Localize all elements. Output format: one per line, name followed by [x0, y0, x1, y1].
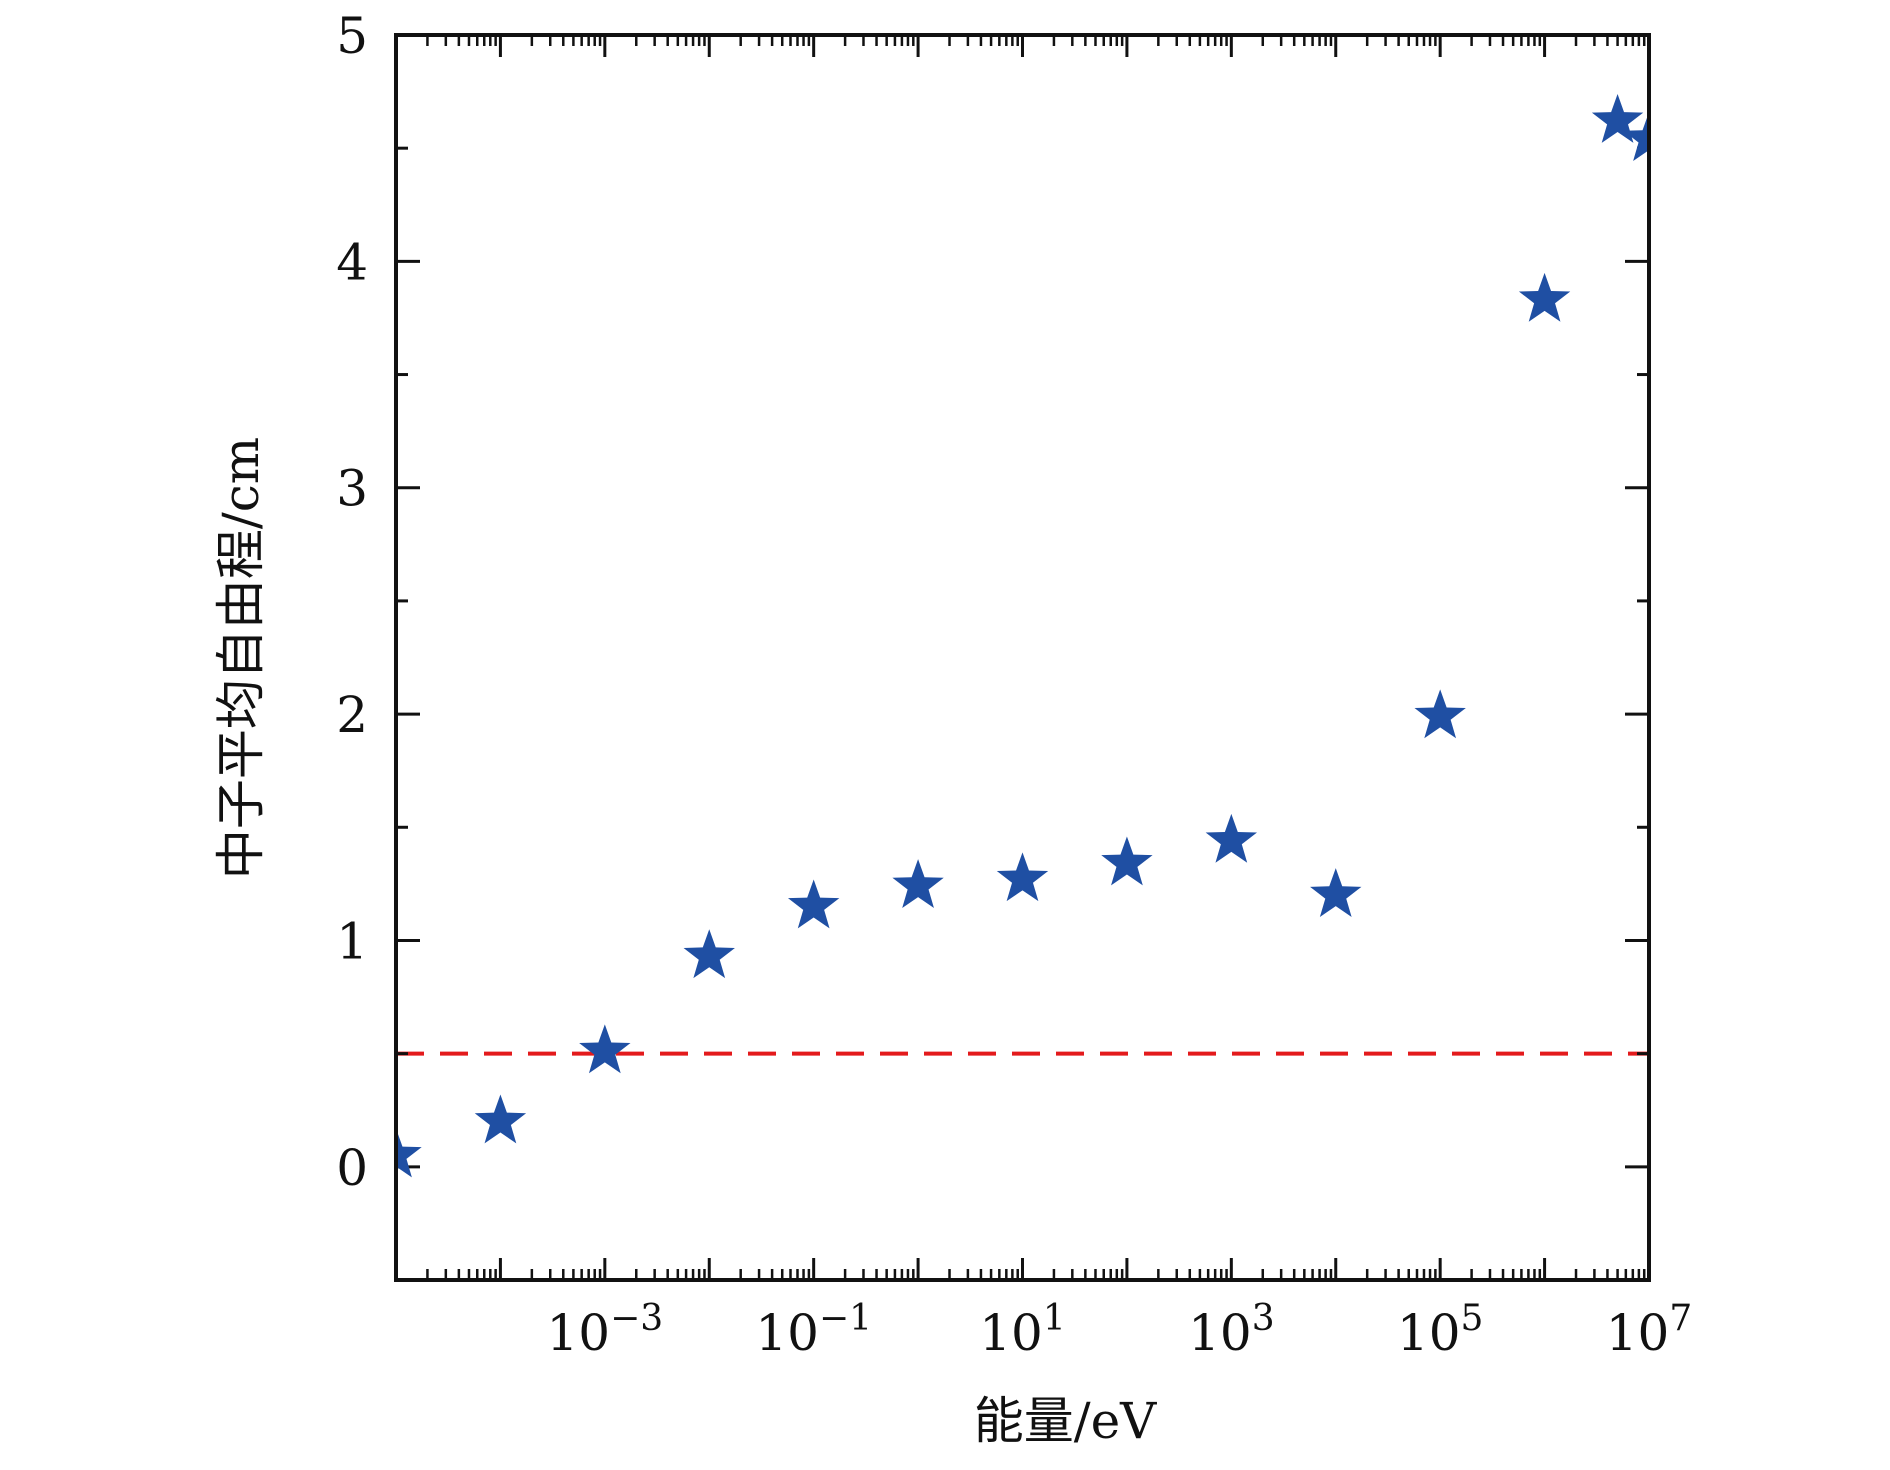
y-tick-label: 2: [336, 686, 368, 744]
data-point-star: [1518, 272, 1571, 322]
y-tick-label: 5: [336, 7, 368, 65]
data-point-star: [1101, 836, 1153, 886]
y-tick-label: 4: [336, 233, 368, 291]
plot-frame: [394, 33, 1651, 1282]
x-axis-title: 能量/eV: [974, 1392, 1157, 1450]
x-tick-label: 10−1: [755, 1298, 872, 1362]
y-axis-title: 中子平均自由程/cm: [212, 437, 270, 879]
data-point-star: [1205, 813, 1258, 863]
x-tick-label: 105: [1397, 1298, 1484, 1362]
x-tick-label: 10−3: [546, 1298, 663, 1362]
y-tick-label: 0: [336, 1139, 368, 1197]
x-tick-label: 107: [1606, 1298, 1693, 1362]
data-point-star: [1414, 689, 1466, 739]
data-point-star: [683, 929, 735, 979]
y-tick-label: 1: [336, 912, 368, 970]
y-tick-label: 3: [336, 460, 368, 518]
x-tick-label: 103: [1188, 1298, 1275, 1362]
data-point-star: [579, 1024, 631, 1074]
data-point-star: [1310, 868, 1362, 918]
data-point-star: [1591, 94, 1644, 143]
x-tick-label: 101: [979, 1298, 1066, 1362]
data-point-star: [396, 1128, 422, 1178]
data-point-star: [474, 1094, 527, 1144]
data-point-star: [892, 859, 944, 908]
data-point-star: [1623, 112, 1649, 161]
data-point-star: [996, 852, 1049, 902]
data-point-star: [787, 879, 840, 929]
